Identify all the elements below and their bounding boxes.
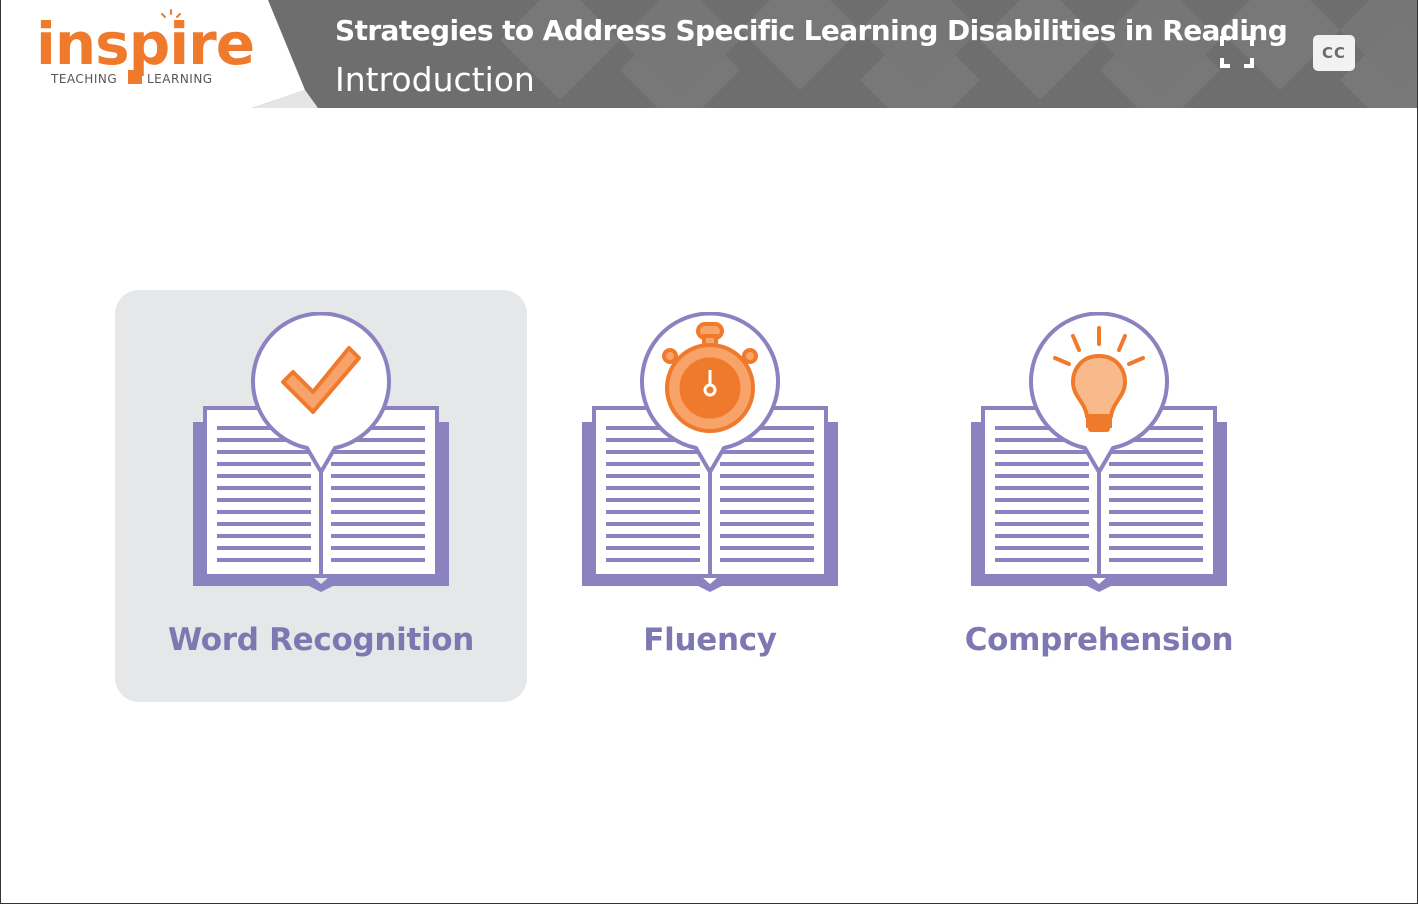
closed-captions-button[interactable]: CC — [1313, 35, 1355, 71]
book-stopwatch-icon — [582, 312, 838, 592]
card-label: Comprehension — [964, 622, 1234, 658]
book-lightbulb-icon — [971, 312, 1227, 592]
card-comprehension[interactable]: Comprehension — [893, 290, 1305, 702]
inspire-logo: inspire TEACHING LEARNING — [36, 9, 255, 92]
fullscreen-button[interactable] — [1218, 34, 1256, 70]
logo-sub-teaching: TEACHING — [51, 72, 118, 86]
card-fluency[interactable]: Fluency — [504, 290, 916, 702]
logo-sub-learning: LEARNING — [147, 72, 213, 86]
book-checkmark-icon — [193, 312, 449, 592]
card-label: Fluency — [643, 622, 777, 658]
section-title: Introduction — [335, 60, 535, 99]
cc-label: CC — [1321, 44, 1347, 62]
header-bar: inspire TEACHING LEARNING Strategies to … — [0, 0, 1418, 108]
card-word-recognition[interactable]: Word Recognition — [115, 290, 527, 702]
card-label: Word Recognition — [167, 622, 475, 658]
sun-rays-icon — [161, 9, 181, 18]
header-pattern — [0, 0, 1418, 108]
logo-square — [128, 70, 142, 84]
course-title: Strategies to Address Specific Learning … — [335, 14, 1288, 47]
logo-wordmark: inspire — [36, 10, 255, 78]
fullscreen-icon — [1220, 36, 1254, 68]
